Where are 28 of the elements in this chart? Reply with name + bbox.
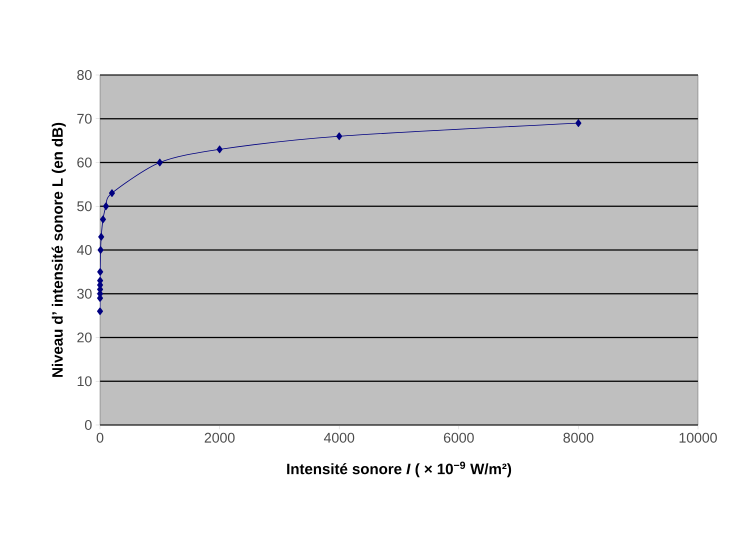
x-tick-label: 0: [96, 432, 104, 443]
point: [98, 246, 104, 254]
point: [108, 189, 115, 198]
point: [98, 232, 104, 241]
point: [216, 145, 223, 154]
y-tick-label: 30: [77, 288, 92, 299]
y-axis-title: Niveau d’ intensité sonore L (en dB): [52, 122, 66, 377]
x-tick-label: 8000: [563, 432, 594, 443]
y-tick-label: 80: [77, 70, 92, 80]
point: [102, 202, 110, 210]
x-tick-label: 10000: [680, 432, 717, 443]
x-tick-label: 4000: [324, 432, 354, 443]
point: [575, 119, 582, 128]
y-tick-label: 10: [78, 376, 92, 386]
point: [97, 307, 104, 316]
x-axis-title: Intensité sonore I ( × 10$^{−9}$ W/m²): [287, 462, 512, 478]
x-tick-label: 6000: [444, 432, 474, 443]
point: [100, 215, 106, 224]
y-tick-label: 40: [76, 245, 92, 255]
x-tick-label: 2000: [204, 432, 235, 443]
point: [336, 132, 342, 140]
y-tick-label: 50: [77, 201, 92, 212]
point: [97, 268, 104, 276]
y-tick-label: 20: [77, 332, 92, 342]
y-tick-label: 70: [77, 114, 92, 124]
y-tick-label: 60: [77, 158, 92, 168]
point: [156, 158, 163, 166]
y-tick-label: 0: [84, 420, 92, 430]
